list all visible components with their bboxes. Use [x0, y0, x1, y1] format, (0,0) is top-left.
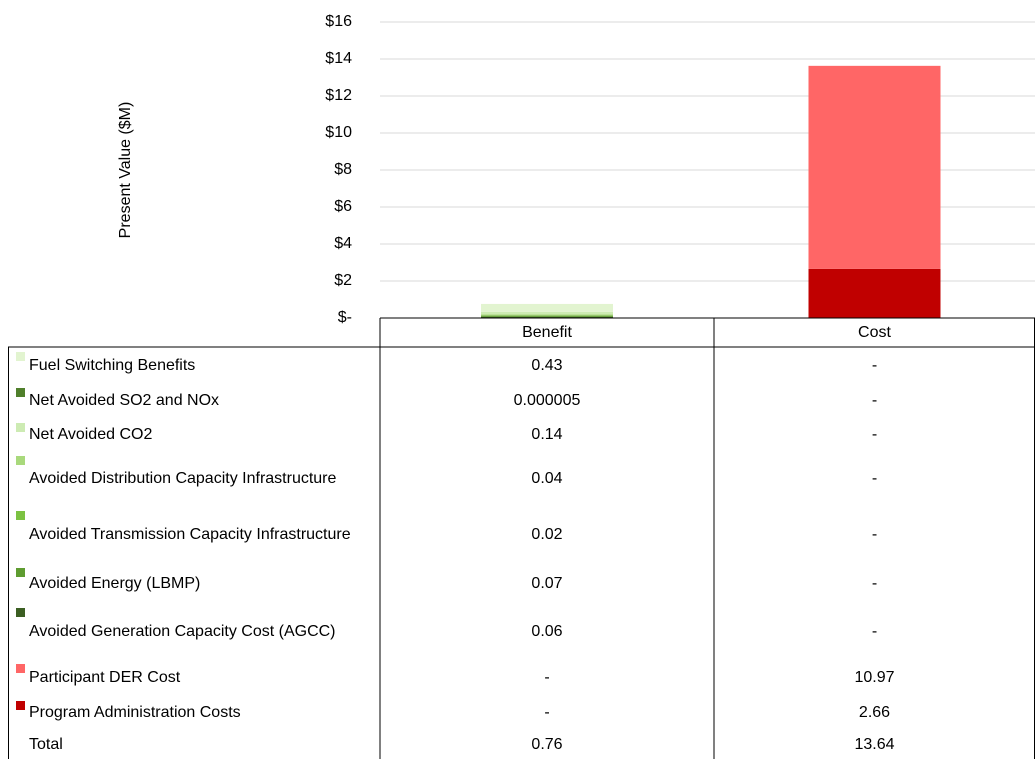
- y-tick-label: $14: [325, 50, 352, 67]
- legend-row-label: Avoided Energy (LBMP): [8, 563, 386, 603]
- legend-swatch: [16, 352, 25, 361]
- table-value: -: [871, 426, 878, 443]
- table-value: 0.000005: [513, 392, 581, 409]
- y-tick-label: $10: [325, 124, 352, 141]
- bar-segment: [808, 65, 941, 269]
- legend-label: Fuel Switching Benefits: [29, 356, 196, 374]
- legend-row-label: Fuel Switching Benefits: [8, 347, 386, 383]
- y-axis-label: Present Value ($M): [117, 102, 134, 239]
- table-value: -: [871, 526, 878, 543]
- y-tick-label: $-: [338, 309, 352, 326]
- legend-swatch: [16, 456, 25, 465]
- legend-swatch: [16, 423, 25, 432]
- y-tick-label: $6: [334, 198, 352, 215]
- legend-label: Program Administration Costs: [29, 704, 241, 721]
- table-value: 0.06: [531, 622, 563, 640]
- total-value: 0.76: [531, 735, 563, 753]
- table-value: -: [871, 622, 878, 640]
- bar-segment: [808, 268, 941, 318]
- bar-segment: [481, 314, 613, 316]
- y-tick-label: $2: [334, 272, 352, 289]
- table-value: 10.97: [854, 669, 895, 686]
- table-value: -: [871, 356, 878, 374]
- legend-label: Participant DER Cost: [29, 669, 181, 686]
- table-value: 0.07: [531, 574, 563, 592]
- table-value: -: [871, 574, 878, 592]
- legend-swatch: [16, 511, 25, 520]
- bar-segment: [481, 316, 613, 318]
- legend-row-label: Avoided Distribution Capacity Infrastruc…: [8, 451, 386, 506]
- table-value: 0.02: [531, 526, 563, 543]
- legend-swatch: [16, 608, 25, 617]
- table-value: 0.04: [531, 470, 563, 487]
- total-value: 13.64: [854, 735, 895, 753]
- y-tick-label: $16: [325, 13, 352, 30]
- legend-label: Avoided Energy (LBMP): [29, 574, 201, 592]
- table-value: -: [544, 704, 550, 721]
- legend-label: Net Avoided SO2 and NOx: [29, 392, 220, 409]
- legend-row-label: Participant DER Cost: [8, 659, 386, 696]
- legend-row-label: Avoided Generation Capacity Cost (AGCC): [8, 603, 386, 659]
- bar-segment: [481, 315, 613, 317]
- table-value: 2.66: [858, 704, 891, 721]
- legend-swatch: [16, 664, 25, 673]
- legend-swatch: [16, 701, 25, 710]
- y-tick-label: $8: [334, 161, 352, 178]
- y-tick-label: $12: [325, 87, 352, 104]
- legend-row-label: Program Administration Costs: [8, 696, 386, 729]
- legend-label: Net Avoided CO2: [29, 426, 153, 443]
- legend-label: Avoided Distribution Capacity Infrastruc…: [29, 470, 337, 487]
- legend-swatch: [16, 568, 25, 577]
- table-value: -: [544, 669, 550, 686]
- legend-swatch: [16, 388, 25, 397]
- legend-row-label: Avoided Transmission Capacity Infrastruc…: [8, 506, 386, 563]
- y-tick-label: $4: [334, 235, 352, 252]
- bar-segment: [481, 303, 613, 312]
- table-value: -: [871, 470, 878, 487]
- table-value: -: [871, 392, 878, 409]
- table-value: 0.14: [531, 426, 563, 443]
- table-value: 0.43: [531, 356, 563, 374]
- legend-row-label: Net Avoided CO2: [8, 418, 386, 451]
- legend-label: Avoided Generation Capacity Cost (AGCC): [29, 622, 336, 640]
- column-header: Cost: [858, 324, 891, 341]
- legend-label: Avoided Transmission Capacity Infrastruc…: [29, 526, 351, 543]
- bar-segment: [481, 311, 613, 315]
- legend-row-label: Net Avoided SO2 and NOx: [8, 383, 386, 418]
- total-label: Total: [29, 735, 63, 753]
- column-header: Benefit: [522, 324, 572, 341]
